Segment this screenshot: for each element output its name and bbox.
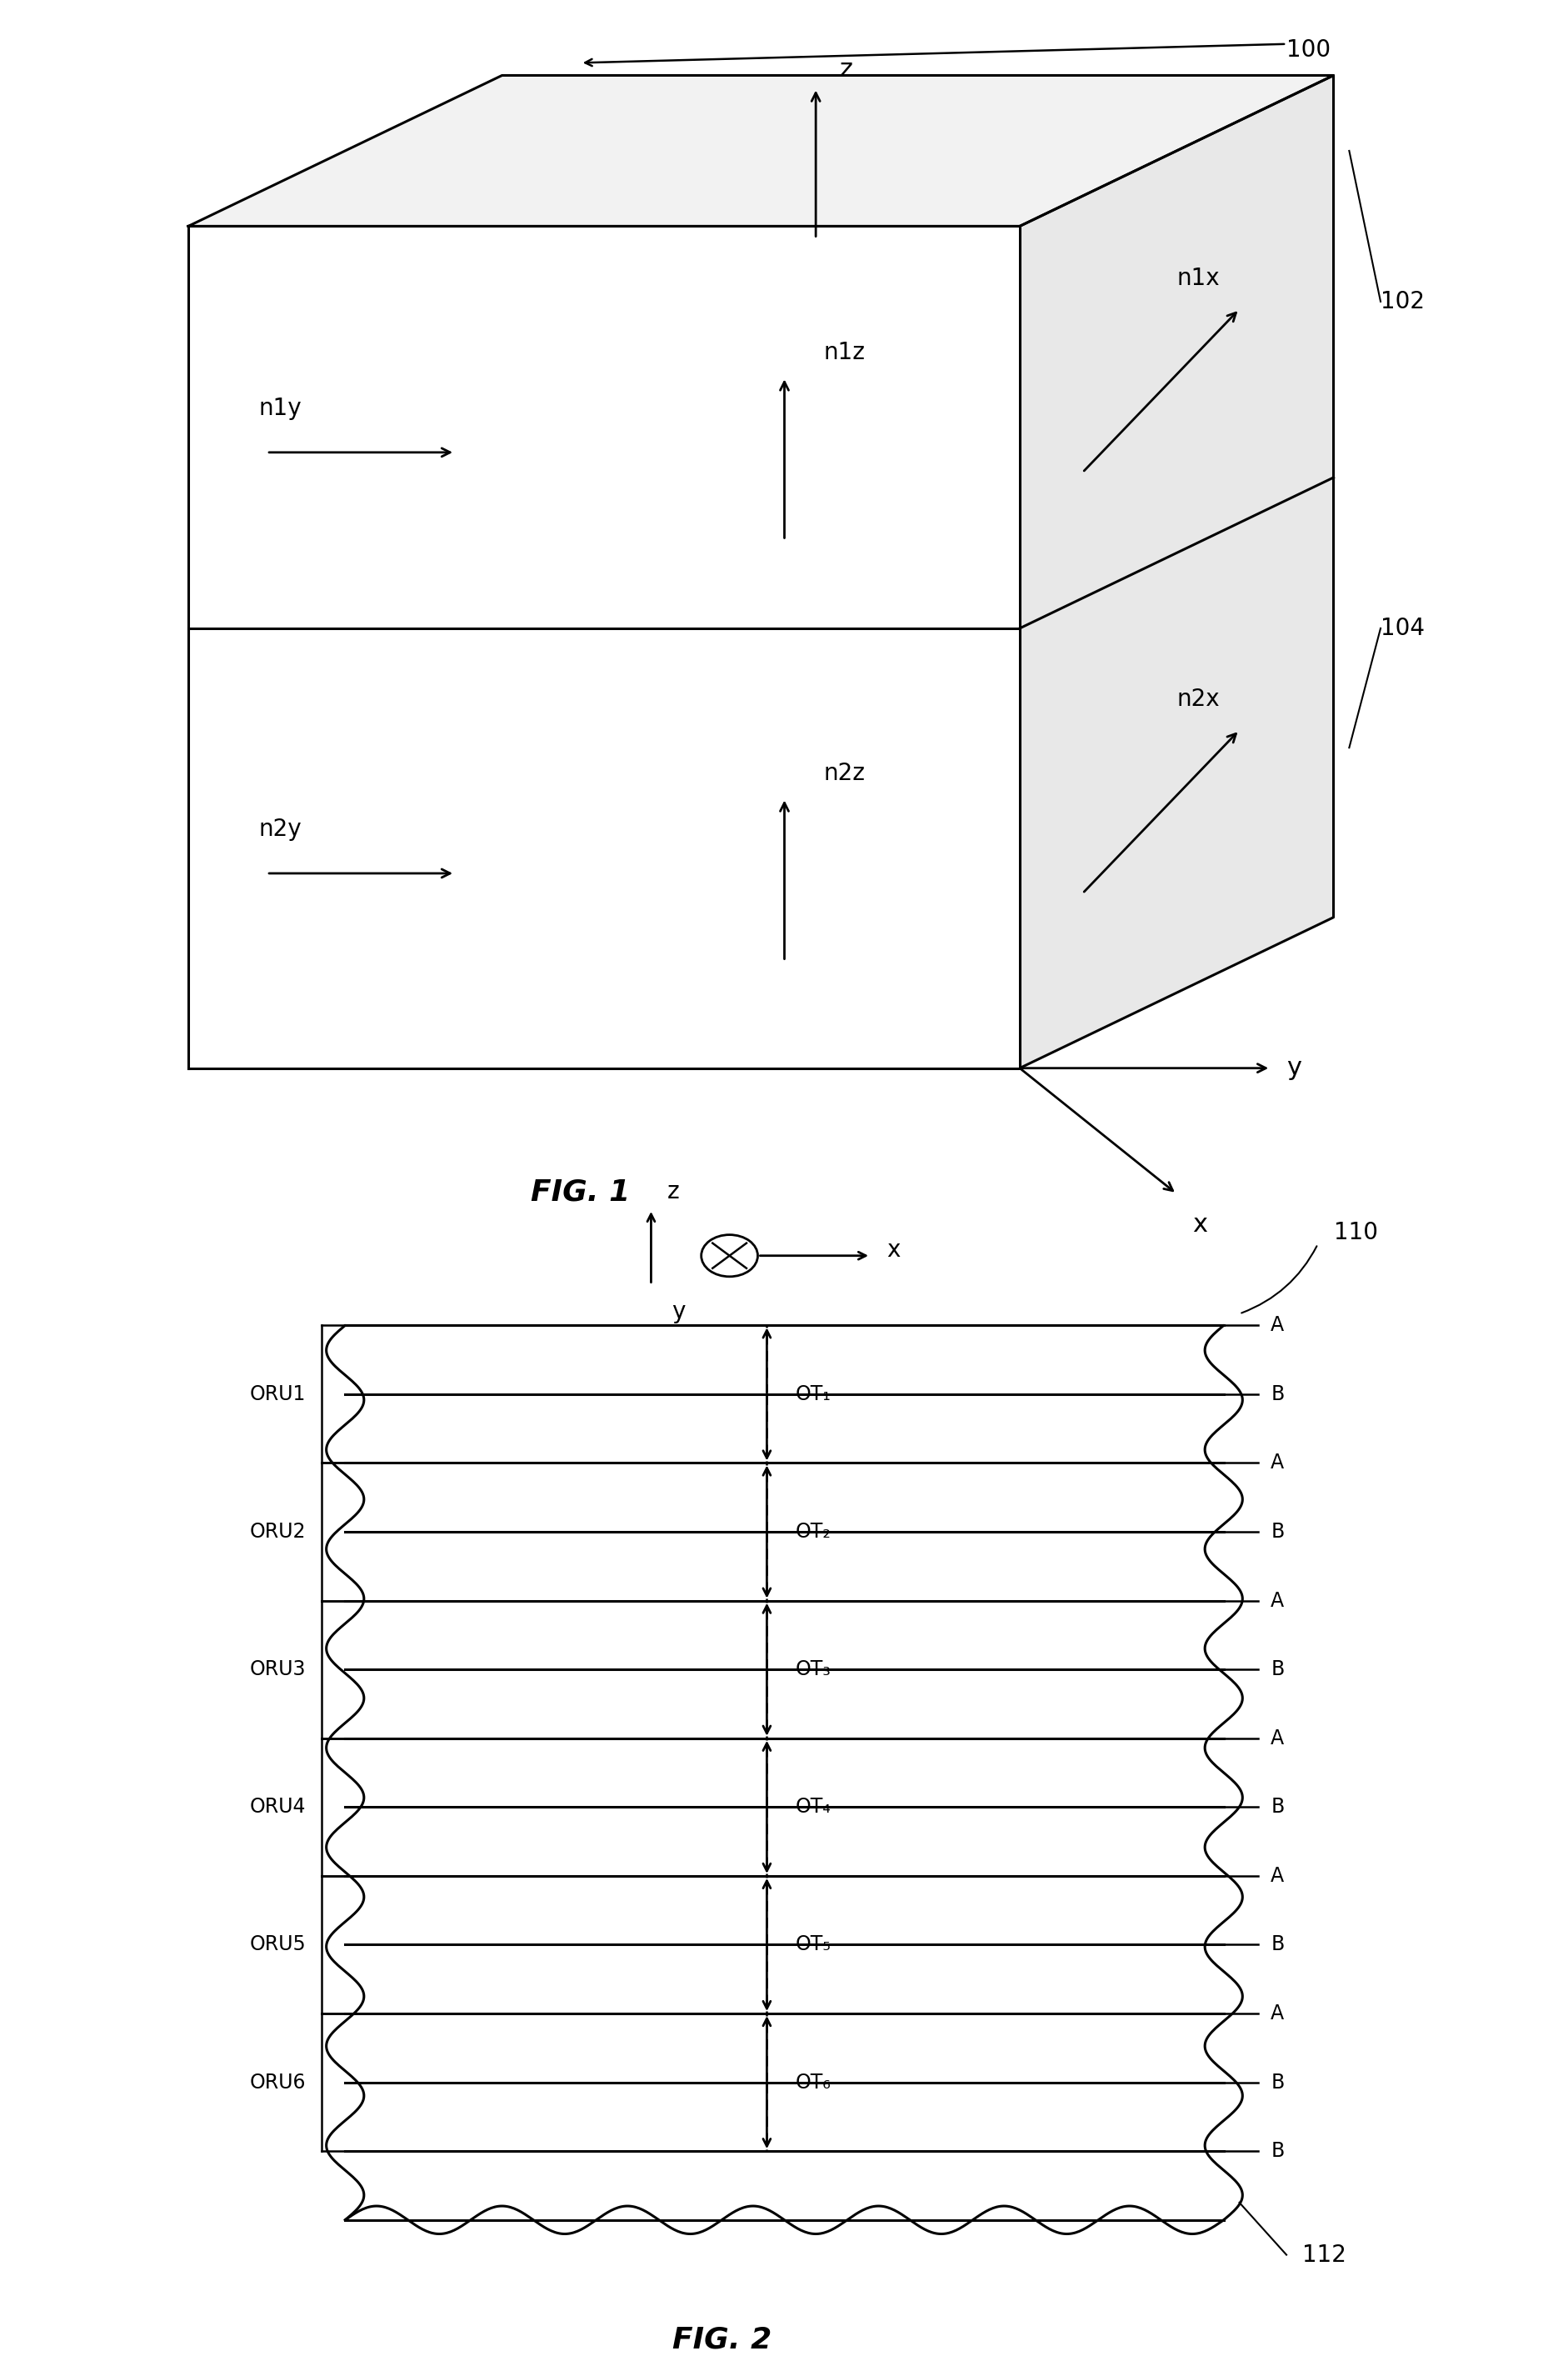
Text: OT₄: OT₄ bbox=[795, 1797, 831, 1816]
Text: A: A bbox=[1270, 1591, 1284, 1610]
Text: FIG. 2: FIG. 2 bbox=[671, 2326, 771, 2354]
Text: 110: 110 bbox=[1333, 1221, 1377, 1245]
Text: A: A bbox=[1270, 1316, 1284, 1335]
Text: B: B bbox=[1270, 1660, 1284, 1679]
Text: 100: 100 bbox=[1286, 38, 1330, 62]
Text: n1y: n1y bbox=[259, 396, 301, 420]
Text: n1z: n1z bbox=[823, 341, 866, 365]
Text: OT₁: OT₁ bbox=[795, 1385, 831, 1404]
Text: A: A bbox=[1270, 1453, 1284, 1472]
Text: n2y: n2y bbox=[259, 818, 301, 842]
Text: OT₆: OT₆ bbox=[795, 2072, 831, 2091]
Text: 112: 112 bbox=[1301, 2243, 1345, 2267]
Text: x: x bbox=[1192, 1212, 1207, 1238]
Text: ORU1: ORU1 bbox=[249, 1385, 306, 1404]
Text: OT₃: OT₃ bbox=[795, 1660, 831, 1679]
Text: 102: 102 bbox=[1380, 289, 1424, 313]
Text: ORU6: ORU6 bbox=[249, 2072, 306, 2091]
Text: ORU3: ORU3 bbox=[249, 1660, 306, 1679]
Text: OT₂: OT₂ bbox=[795, 1522, 831, 1541]
Text: n2x: n2x bbox=[1176, 688, 1218, 711]
Text: FIG. 1: FIG. 1 bbox=[530, 1178, 630, 1207]
Text: OT₅: OT₅ bbox=[795, 1935, 831, 1954]
Text: ORU5: ORU5 bbox=[249, 1935, 306, 1954]
Text: ORU2: ORU2 bbox=[249, 1522, 306, 1541]
Text: ORU4: ORU4 bbox=[249, 1797, 306, 1816]
Polygon shape bbox=[188, 225, 1019, 1067]
Polygon shape bbox=[1019, 76, 1333, 1067]
Text: n2z: n2z bbox=[823, 761, 866, 785]
Text: y: y bbox=[1286, 1055, 1301, 1081]
Text: B: B bbox=[1270, 2141, 1284, 2160]
Text: A: A bbox=[1270, 2003, 1284, 2022]
Text: B: B bbox=[1270, 1935, 1284, 1954]
Text: B: B bbox=[1270, 2072, 1284, 2091]
Text: B: B bbox=[1270, 1522, 1284, 1541]
Text: B: B bbox=[1270, 1385, 1284, 1404]
Text: x: x bbox=[886, 1238, 900, 1261]
Text: 104: 104 bbox=[1380, 616, 1424, 640]
Text: y: y bbox=[671, 1299, 685, 1323]
Text: A: A bbox=[1270, 1728, 1284, 1747]
Text: A: A bbox=[1270, 1866, 1284, 1885]
Text: z: z bbox=[839, 57, 851, 81]
Text: B: B bbox=[1270, 1797, 1284, 1816]
Polygon shape bbox=[188, 76, 1333, 225]
Text: n1x: n1x bbox=[1176, 268, 1218, 289]
Text: z: z bbox=[666, 1181, 679, 1204]
